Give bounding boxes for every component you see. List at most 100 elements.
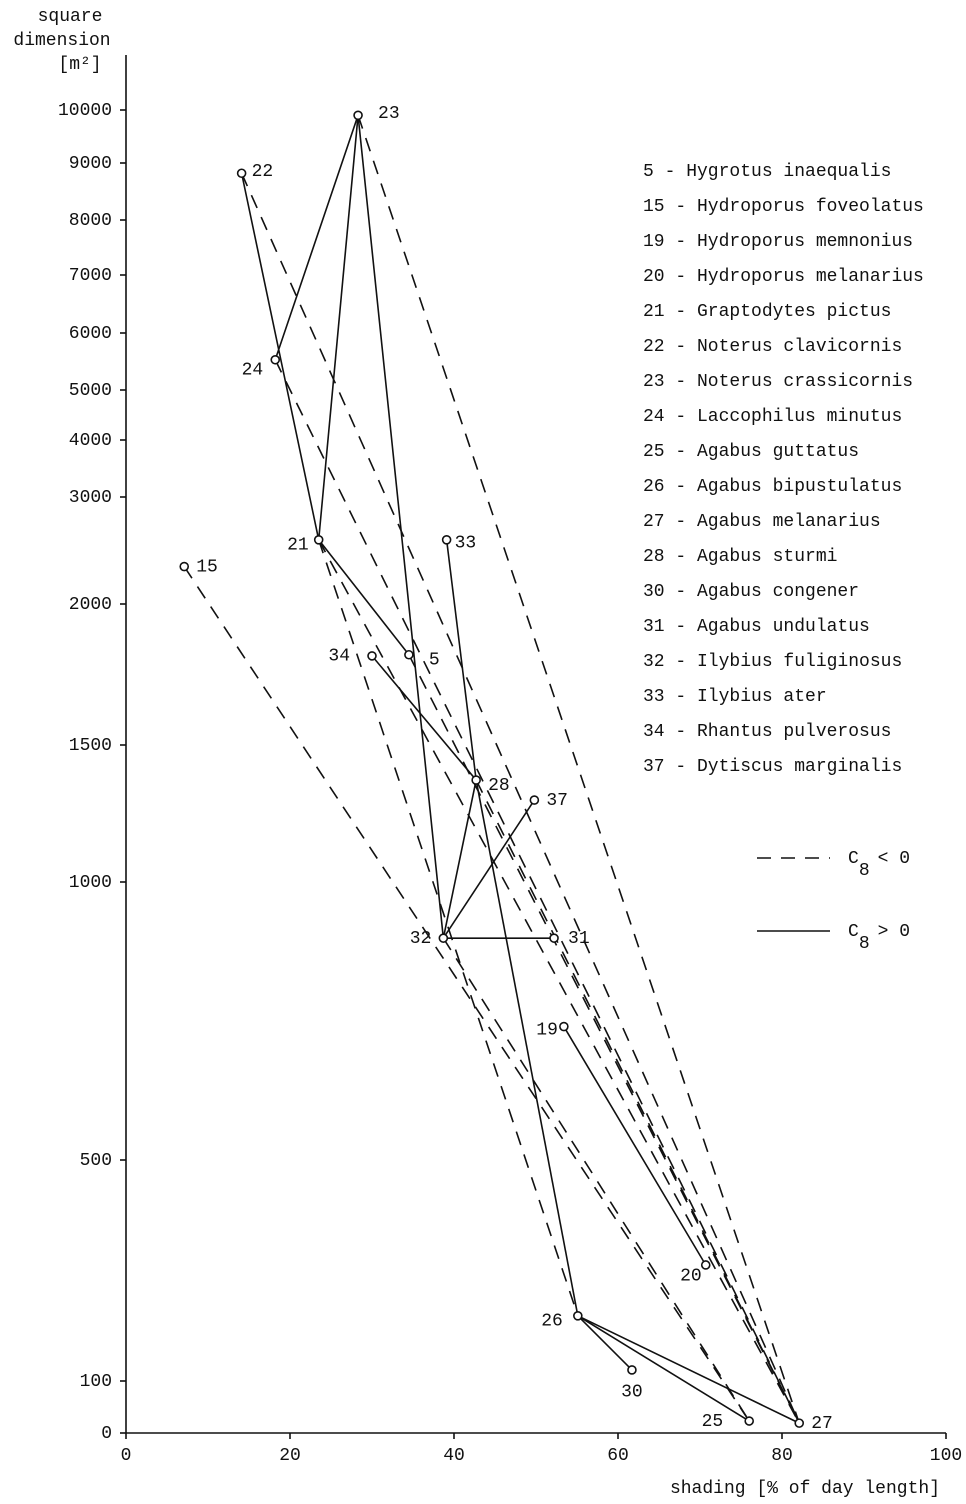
point-label: 26 [541,1312,563,1332]
y-tick-label: 1500 [69,736,112,756]
data-point [627,1365,637,1375]
data-point [529,795,540,805]
data-point [179,561,190,572]
x-tick-label: 20 [279,1446,301,1466]
x-tick-label: 100 [930,1446,962,1466]
point-label: 25 [702,1412,724,1432]
legend-entry: 31 - Agabus undulatus [643,617,870,637]
connection [442,779,477,939]
legend-entry: 32 - Ilybius fuliginosus [643,652,902,672]
connection [317,539,579,1317]
connection [274,359,800,1424]
connection [317,115,359,540]
point-label: 24 [242,361,264,381]
data-point [471,775,481,785]
connection [445,539,477,781]
point-label: 33 [455,534,477,554]
data-point [270,354,281,365]
connection [240,172,800,1424]
data-point [353,110,363,121]
legend-entry: 27 - Agabus melanarius [643,512,881,532]
data-point [236,168,247,179]
data-point [573,1311,583,1321]
x-axis-label: shading [% of day length] [670,1479,940,1499]
y-tick-label: 2000 [69,595,112,615]
legend-entry: 25 - Agabus guttatus [643,442,859,462]
connection [475,779,800,1424]
connection [563,1026,707,1266]
data-point [438,933,449,943]
point-label: 37 [546,791,568,811]
legend-entry: 22 - Noterus clavicornis [643,337,902,357]
legend-relation: < 0 [878,849,910,869]
point-label: 15 [196,557,218,577]
legend-symbol: C [848,922,859,942]
point-label: 31 [568,929,590,949]
y-tick-label: 100 [80,1372,112,1392]
data-point [404,649,414,660]
y-tick-label: 7000 [69,266,112,286]
connection [577,1315,800,1424]
legend-entry: 21 - Graptodytes pictus [643,302,891,322]
data-point [313,534,324,545]
data-point [367,651,377,661]
legend-entry: 20 - Hydroporus melanarius [643,267,924,287]
connection [357,115,445,939]
data-point [441,534,452,545]
legend-entry: 26 - Agabus bipustulatus [643,477,902,497]
y-tick-label: 500 [80,1151,112,1171]
point-label: 30 [621,1383,643,1403]
legend-label: C8 < 0 [848,849,910,881]
x-tick-label: 0 [121,1446,132,1466]
point-label: 34 [328,647,350,667]
connection [442,799,536,939]
data-point [559,1021,569,1032]
legend-entry: 33 - Ilybius ater [643,687,827,707]
point-label: 23 [378,104,400,124]
data-point [700,1260,711,1270]
x-tick-label: 60 [607,1446,629,1466]
connection [317,539,800,1424]
point-label: 27 [811,1414,833,1434]
y-tick-label: 10000 [58,101,112,121]
y-tick-label: 8000 [69,211,112,231]
point-label: 5 [429,651,440,671]
connection [475,779,579,1316]
legend-entry: 5 - Hygrotus inaequalis [643,162,891,182]
connection [274,115,359,361]
legend-entry: 15 - Hydroporus foveolatus [643,197,924,217]
data-point [744,1416,755,1426]
legend-entry: 23 - Noterus crassicornis [643,372,913,392]
point-label: 21 [287,536,309,556]
legend-entry: 19 - Hydroporus memnonius [643,232,913,252]
point-label: 32 [410,929,432,949]
y-axis-label: [m²] [58,55,101,75]
legend-label: C8 > 0 [848,922,910,954]
point-label: 22 [252,162,274,182]
legend-entry: 37 - Dytiscus marginalis [643,757,902,777]
connection [318,539,410,656]
point-label: 19 [536,1020,558,1040]
x-tick-label: 80 [771,1446,793,1466]
y-tick-label: 3000 [69,488,112,508]
legend-entry: 30 - Agabus congener [643,582,859,602]
legend-symbol: C [848,849,859,869]
y-tick-label: 0 [101,1424,112,1444]
y-tick-label: 1000 [69,873,112,893]
legend-relation: > 0 [878,922,910,942]
legend-subscript: 8 [859,934,870,954]
connection [577,1315,750,1422]
y-axis-label: dimension [13,31,110,51]
y-tick-label: 5000 [69,381,112,401]
y-tick-label: 6000 [69,324,112,344]
data-point [549,933,559,943]
data-point [794,1418,805,1428]
connection [240,173,320,540]
legend-entry: 28 - Agabus sturmi [643,547,837,567]
x-tick-label: 40 [443,1446,465,1466]
connection [371,655,477,781]
connection [183,566,750,1422]
point-label: 20 [680,1267,702,1287]
y-tick-label: 9000 [69,154,112,174]
legend-entry: 24 - Laccophilus minutus [643,407,902,427]
